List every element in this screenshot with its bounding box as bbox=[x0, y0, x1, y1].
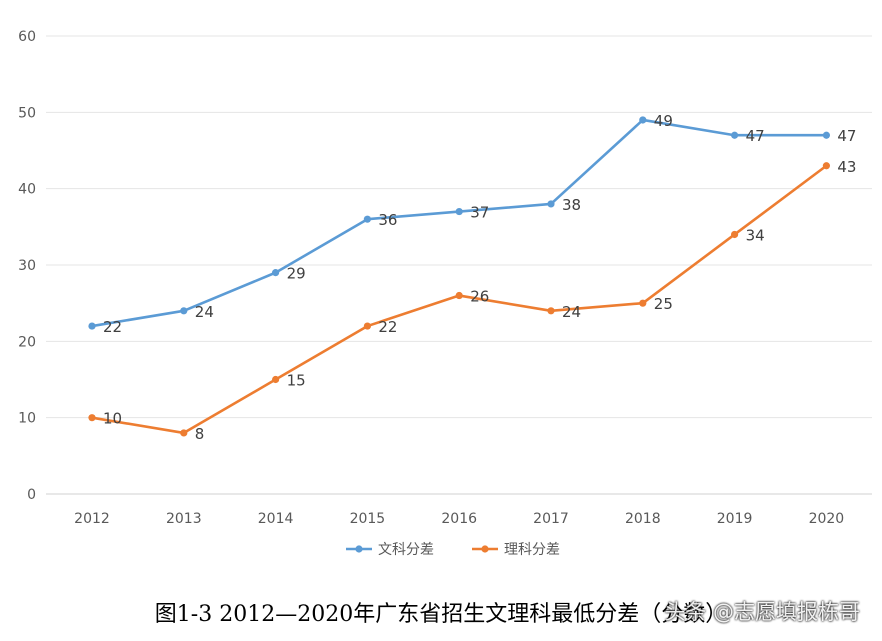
x-tick-label: 2018 bbox=[625, 511, 661, 527]
data-point bbox=[822, 131, 831, 139]
y-tick-label: 10 bbox=[18, 411, 36, 427]
data-label: 29 bbox=[287, 265, 306, 283]
x-tick-label: 2019 bbox=[717, 511, 753, 527]
data-label: 15 bbox=[287, 372, 306, 390]
x-axis-ticks: 2012 2013 2014 2015 2016 2017 2018 2019 2020 bbox=[74, 511, 844, 527]
data-point bbox=[731, 230, 739, 239]
y-tick-label: 60 bbox=[18, 29, 36, 45]
data-label: 26 bbox=[470, 288, 489, 306]
data-point bbox=[822, 162, 831, 170]
data-label: 47 bbox=[746, 127, 765, 145]
data-point bbox=[272, 269, 280, 277]
data-label: 25 bbox=[654, 295, 673, 313]
data-label: 24 bbox=[195, 303, 214, 321]
y-tick-label: 40 bbox=[18, 182, 36, 198]
data-point bbox=[547, 200, 555, 208]
data-point bbox=[731, 131, 739, 139]
gridlines bbox=[46, 35, 872, 495]
data-label: 22 bbox=[378, 318, 397, 336]
data-label: 49 bbox=[654, 112, 673, 130]
data-point bbox=[272, 375, 280, 384]
data-label: 8 bbox=[195, 425, 205, 443]
legend-swatch-marker bbox=[355, 545, 363, 553]
data-point bbox=[547, 307, 555, 315]
legend-label: 文科分差 bbox=[378, 542, 434, 558]
data-label: 34 bbox=[746, 226, 765, 244]
data-point bbox=[180, 307, 188, 315]
figure-caption: 图1-3 2012—2020年广东省招生文理科最低分差（分数） bbox=[154, 602, 728, 627]
y-tick-label: 30 bbox=[18, 258, 36, 274]
data-point bbox=[180, 429, 188, 437]
legend-swatch-marker bbox=[481, 545, 489, 553]
watermark: 头条 @志愿填报栋哥 bbox=[664, 600, 860, 624]
x-tick-label: 2015 bbox=[350, 511, 386, 527]
x-tick-label: 2013 bbox=[166, 511, 202, 527]
x-tick-label: 2017 bbox=[533, 511, 569, 527]
data-label: 43 bbox=[837, 158, 856, 176]
data-point bbox=[363, 215, 371, 223]
data-point bbox=[363, 322, 371, 330]
data-label: 24 bbox=[562, 303, 581, 321]
data-label: 37 bbox=[470, 204, 489, 222]
legend-item: 理科分差 bbox=[472, 542, 560, 558]
y-tick-label: 50 bbox=[18, 105, 36, 121]
series-lines bbox=[88, 116, 831, 437]
data-label: 47 bbox=[837, 127, 856, 145]
data-point bbox=[455, 291, 463, 300]
x-tick-label: 2020 bbox=[809, 511, 845, 527]
x-tick-label: 2016 bbox=[441, 511, 477, 527]
data-point bbox=[639, 116, 647, 124]
y-tick-label: 0 bbox=[27, 487, 36, 503]
data-label: 22 bbox=[103, 318, 122, 336]
data-labels: 22 24 29 36 37 38 49 47 47 10 8 15 22 26 24 25 34 43 bbox=[103, 112, 856, 443]
data-point bbox=[639, 299, 647, 307]
data-label: 38 bbox=[562, 196, 581, 214]
legend-item: 文科分差 bbox=[346, 542, 434, 558]
x-tick-label: 2012 bbox=[74, 511, 110, 527]
y-axis-ticks: 0 10 20 30 40 50 60 bbox=[18, 29, 36, 503]
legend: 文科分差 理科分差 bbox=[346, 542, 560, 558]
data-label: 36 bbox=[378, 211, 397, 229]
series-line-2 bbox=[90, 164, 828, 435]
legend-label: 理科分差 bbox=[504, 542, 560, 558]
data-point bbox=[88, 414, 96, 422]
data-point bbox=[455, 207, 463, 216]
data-point bbox=[88, 322, 96, 330]
y-tick-label: 20 bbox=[18, 334, 36, 350]
data-label: 10 bbox=[103, 410, 122, 428]
x-tick-label: 2014 bbox=[258, 511, 294, 527]
